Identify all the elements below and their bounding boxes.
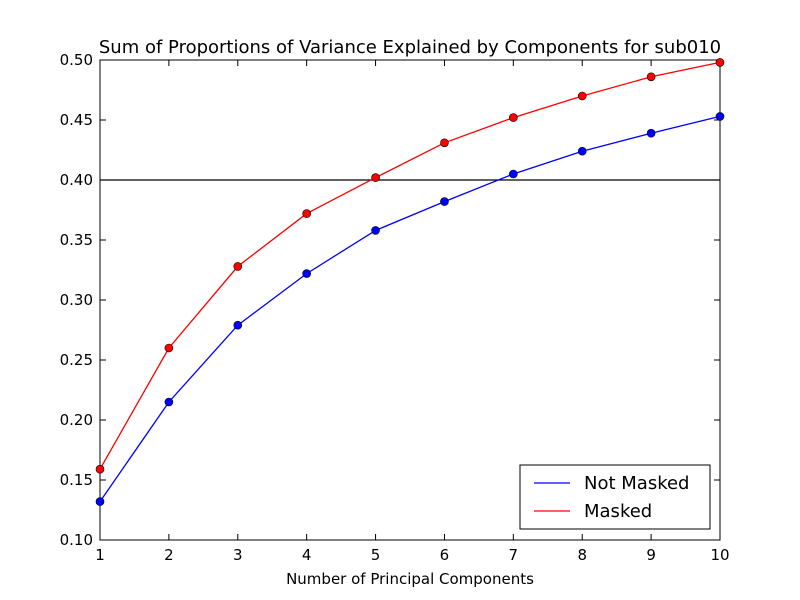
data-point <box>440 138 449 148</box>
x-tick-label: 8 <box>577 546 587 564</box>
data-point <box>715 58 725 67</box>
y-tick-label: 0.45 <box>60 111 93 129</box>
data-point <box>509 113 518 122</box>
data-point <box>302 269 311 278</box>
data-point <box>715 112 725 121</box>
series-line-masked <box>99 61 721 470</box>
x-tick-label: 7 <box>509 546 519 564</box>
data-point <box>233 320 243 330</box>
legend-box <box>519 464 711 530</box>
data-point <box>95 464 105 474</box>
x-axis-label: Number of Principal Components <box>286 570 534 588</box>
x-tick-label: 9 <box>646 546 656 564</box>
series-line-not-masked <box>99 115 721 502</box>
x-tick-label: 1 <box>95 546 105 564</box>
x-tick-label: 10 <box>710 546 729 564</box>
x-tick-label: 2 <box>164 546 174 564</box>
data-point <box>646 72 656 82</box>
y-tick-label: 0.40 <box>60 171 93 189</box>
data-point <box>95 497 105 506</box>
x-tick-label: 3 <box>233 546 243 564</box>
plot-frame <box>99 59 721 541</box>
data-point <box>577 146 587 156</box>
data-point <box>302 209 311 218</box>
y-tick-label: 0.35 <box>60 231 93 249</box>
data-point <box>577 91 587 101</box>
x-tick-label: 4 <box>302 546 312 564</box>
y-tick-label: 0.20 <box>60 411 93 429</box>
y-tick-label: 0.15 <box>60 471 93 489</box>
data-point <box>440 197 449 206</box>
data-point <box>371 226 380 235</box>
x-tick-label: 5 <box>371 546 381 564</box>
y-tick-label: 0.50 <box>60 51 93 69</box>
y-tick-label: 0.30 <box>60 291 93 309</box>
legend-label: Masked <box>584 501 652 522</box>
data-point <box>164 397 174 407</box>
data-point <box>509 169 518 179</box>
data-point <box>233 262 243 271</box>
legend-label: Not Masked <box>584 473 689 494</box>
y-tick-label: 0.10 <box>60 531 93 549</box>
chart-title: Sum of Proportions of Variance Explained… <box>99 37 721 58</box>
y-tick-label: 0.25 <box>60 351 93 369</box>
plot-area: 1 2 3 4 5 6 7 8 9 10 0.10 0.15 0.20 0.25 0.30 0.35 0.40 0… <box>60 51 730 564</box>
data-point <box>371 173 380 182</box>
data-point <box>646 128 656 138</box>
x-tick-label: 6 <box>440 546 450 564</box>
data-point <box>164 343 174 353</box>
